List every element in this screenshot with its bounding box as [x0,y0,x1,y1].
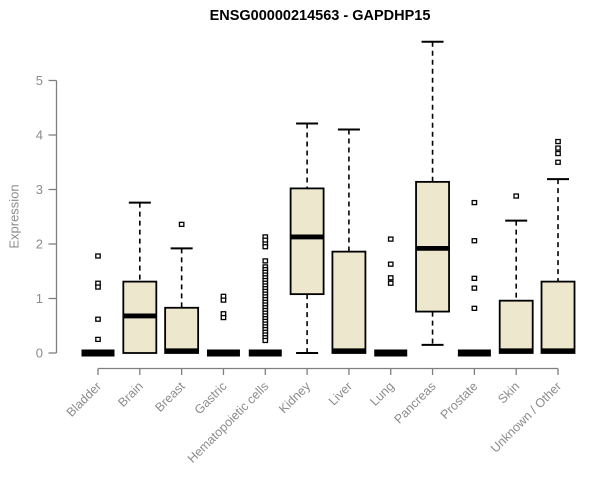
x-tick-label-brain: Brain [115,379,146,410]
outlier-point [95,316,101,322]
outlier-point [178,221,185,228]
y-tick-label: 4 [36,128,43,143]
outlier-point [387,280,394,286]
outlier-point [387,261,394,267]
chart-title: ENSG00000214563 - GAPDHP15 [209,8,431,24]
x-tick-label-unknown-other: Unknown / Other [488,379,564,455]
boxplot-brain [122,201,158,354]
boxplot-pancreas [415,40,450,346]
collapsed-box [206,349,240,357]
iqr-box [164,306,200,354]
outlier-point [387,275,394,281]
outlier-point [555,150,561,157]
y-tick-label: 2 [36,237,43,252]
x-tick-label-bladder: Bladder [64,379,104,419]
boxplot-kidney [289,122,325,354]
outlier-point [262,258,269,264]
outlier-point [471,275,478,281]
iqr-box [540,280,576,354]
outlier-point [387,236,394,242]
y-axis: 0 1 2 3 4 5 [36,73,58,361]
outlier-point [555,159,561,165]
boxplot-breast [164,221,200,354]
y-tick-label: 5 [36,73,43,88]
outlier-point [555,145,561,151]
boxplot-hematopoietic-cells [248,234,282,357]
y-tick-label: 0 [36,346,43,361]
boxplot-bladder [81,253,115,357]
x-tick-label-skin: Skin [495,379,522,406]
outlier-point [513,193,520,199]
collapsed-box [81,349,115,357]
collapsed-box [248,349,282,357]
boxplot-gastric [206,293,240,357]
x-tick-label-gastric: Gastric [192,379,230,417]
outlier-point [471,199,478,206]
outlier-point [262,244,269,250]
outlier-point [95,253,101,259]
y-tick-label: 3 [36,182,43,197]
x-tick-label-lung: Lung [367,379,397,409]
boxplot-liver [331,128,367,354]
outlier-point [95,284,101,290]
iqr-box [289,187,325,296]
x-tick-label-pancreas: Pancreas [391,379,438,426]
x-tick-label-breast: Breast [152,379,188,415]
outlier-point [262,337,269,344]
boxplot-lung [374,236,408,357]
x-tick-label-kidney: Kidney [276,379,313,416]
x-tick-label-liver: Liver [326,379,355,408]
boxplot-skin [498,193,534,354]
outlier-point [471,238,478,244]
outlier-point [471,305,478,311]
collapsed-box [374,349,408,357]
outlier-point [555,138,561,145]
y-tick-label: 1 [36,291,43,306]
outlier-point [220,314,227,321]
collapsed-box [457,349,491,357]
boxplot-unknown-other [540,138,576,354]
x-tick-label-prostate: Prostate [438,379,481,422]
boxplot-prostate [457,199,491,357]
outlier-point [95,336,101,343]
x-tick-label-hematopoietic-cells: Hematopoietic cells [185,379,272,466]
y-axis-title: Expression [6,184,22,249]
iqr-box [331,250,367,354]
outlier-point [220,297,227,303]
iqr-box [498,299,534,354]
outlier-point [471,285,478,291]
